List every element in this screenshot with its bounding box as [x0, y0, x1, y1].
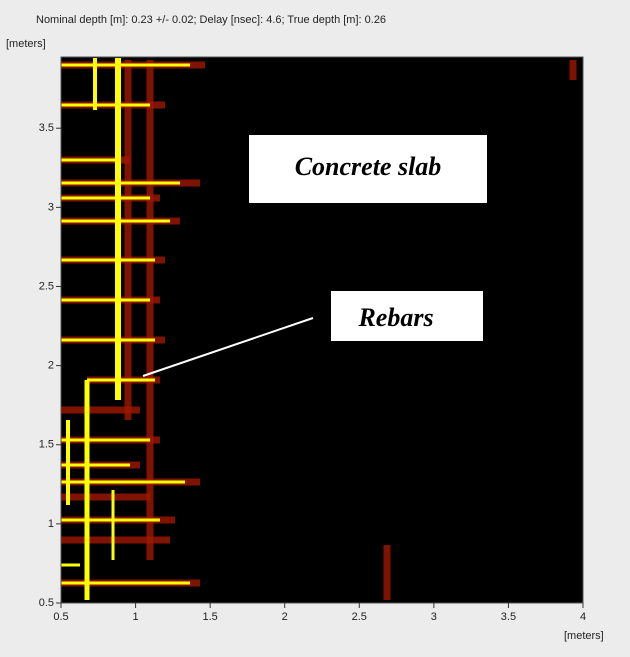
y-axis-label: [meters] [6, 38, 46, 50]
y-tick-label: 2 [48, 360, 54, 372]
annotation: Concrete slab [295, 152, 442, 181]
y-tick-label: 1 [48, 518, 54, 530]
chart: Nominal depth [m]: 0.23 +/- 0.02; Delay … [0, 0, 630, 657]
x-tick-label: 2 [282, 611, 288, 623]
y-tick-label: 2.5 [39, 280, 54, 292]
x-tick-label: 1.5 [202, 611, 217, 623]
x-tick-label: 4 [580, 611, 586, 623]
y-tick-label: 1.5 [39, 439, 54, 451]
annotation: Rebars [357, 303, 433, 332]
y-tick-label: 3 [48, 201, 54, 213]
x-tick-label: 3.5 [501, 611, 516, 623]
x-tick-label: 1 [133, 611, 139, 623]
x-tick-label: 2.5 [352, 611, 367, 623]
x-tick-label: 0.5 [53, 611, 68, 623]
x-tick-label: 3 [431, 611, 437, 623]
y-tick-label: 3.5 [39, 122, 54, 134]
x-axis-label: [meters] [564, 630, 604, 642]
y-tick-label: 0.5 [39, 597, 54, 609]
chart-title: Nominal depth [m]: 0.23 +/- 0.02; Delay … [36, 14, 386, 26]
